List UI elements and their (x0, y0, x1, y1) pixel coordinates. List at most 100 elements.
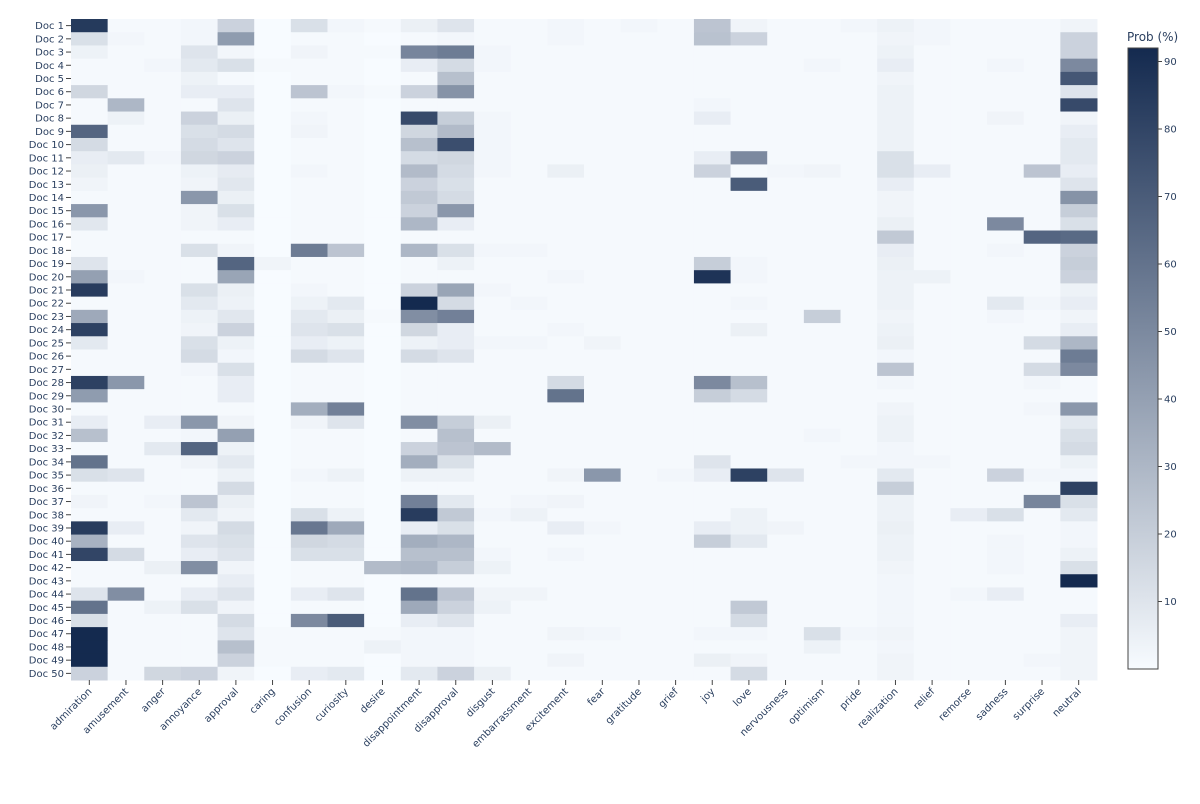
heatmap-cell: Doc 2 / optimism: 1 (803, 32, 841, 46)
heatmap-cell: Doc 16 / gratitude: 1 (620, 217, 658, 232)
heatmap-cell: Doc 8 / remorse: 1 (950, 111, 988, 126)
heatmap-cell: Doc 36 / amusement: 1 (107, 481, 145, 496)
heatmap-cell: Doc 39 / admiration: 84 (71, 521, 109, 536)
heatmap-cell: Doc 7 / gratitude: 1 (620, 98, 658, 113)
heatmap-cell: Doc 35 / gratitude: 1 (620, 468, 658, 483)
heatmap-cell: Doc 10 / grief: 1 (657, 137, 695, 152)
heatmap-cell: Doc 14 / admiration: 1 (71, 190, 109, 205)
heatmap-cell: Doc 39 / amusement: 6 (107, 521, 145, 536)
heatmap-cell: Doc 47 / embarrassment: 1 (510, 627, 548, 641)
heatmap-cell: Doc 31 / anger: 6 (144, 415, 182, 430)
heatmap-cell: Doc 38 / nervousness: 1 (767, 508, 805, 522)
heatmap-cell: Doc 24 / gratitude: 1 (620, 323, 658, 337)
heatmap-cell: Doc 9 / love: 1 (730, 124, 768, 139)
heatmap-cell: Doc 32 / annoyance: 2 (180, 428, 219, 443)
heatmap-cell: Doc 34 / caring: 0 (254, 455, 292, 469)
heatmap-cell: Doc 32 / joy: 1 (693, 428, 732, 443)
heatmap-cell: Doc 39 / pride: 1 (840, 521, 878, 536)
heatmap-cell: Doc 36 / admiration: 1 (71, 481, 109, 496)
heatmap-cell: Doc 30 / anger: 1 (144, 402, 182, 417)
heatmap-cell: Doc 25 / relief: 1 (913, 336, 951, 350)
heatmap-cell: Doc 44 / annoyance: 6 (180, 587, 219, 602)
heatmap-cell: Doc 2 / caring: 0 (254, 32, 292, 46)
heatmap-cell: Doc 27 / excitement: 1 (547, 362, 585, 377)
heatmap-cell: Doc 39 / approval: 14 (217, 521, 255, 536)
heatmap-cell: Doc 35 / grief: 2 (657, 468, 695, 483)
heatmap-cell: Doc 11 / disappointment: 14 (400, 151, 438, 165)
heatmap-cell: Doc 47 / sadness: 1 (987, 627, 1025, 641)
heatmap-cell: Doc 34 / pride: 2 (840, 455, 878, 469)
heatmap-cell: Doc 34 / nervousness: 1 (767, 455, 805, 469)
heatmap-cell: Doc 28 / fear: 1 (584, 375, 622, 390)
heatmap-cell: Doc 25 / remorse: 1 (950, 336, 988, 350)
heatmap-cell: Doc 2 / neutral: 18 (1060, 32, 1098, 46)
x-tick-label: joy (698, 686, 717, 705)
heatmap-cell: Doc 2 / surprise: 1 (1023, 32, 1061, 46)
x-tick-label: neutral (1051, 686, 1084, 719)
heatmap-cell: Doc 18 / amusement: 1 (107, 243, 145, 258)
heatmap-cell: Doc 20 / optimism: 1 (803, 270, 841, 284)
heatmap-cell: Doc 3 / approval: 2 (217, 45, 255, 60)
heatmap-cell: Doc 45 / annoyance: 12 (180, 600, 219, 615)
heatmap-cell: Doc 1 / surprise: 1 (1023, 19, 1061, 33)
heatmap-cell: Doc 33 / admiration: 1 (71, 442, 109, 456)
heatmap-cell: Doc 44 / embarrassment: 3 (510, 587, 548, 602)
heatmap-cell: Doc 28 / caring: 0 (254, 375, 292, 390)
heatmap-cell: Doc 38 / curiosity: 4 (327, 508, 365, 522)
y-tick-label: Doc 14 (29, 193, 64, 204)
heatmap-cell: Doc 32 / gratitude: 1 (620, 428, 658, 443)
heatmap-cell: Doc 19 / embarrassment: 1 (510, 256, 548, 271)
heatmap-cell: Doc 45 / realization: 2 (877, 600, 915, 615)
heatmap-cell: Doc 11 / sadness: 1 (987, 151, 1025, 165)
heatmap-cell: Doc 33 / realization: 2 (877, 442, 915, 456)
heatmap-cell: Doc 48 / excitement: 1 (547, 640, 585, 655)
heatmap-cell: Doc 29 / surprise: 1 (1023, 389, 1061, 403)
heatmap-cell: Doc 21 / disapproval: 38 (437, 283, 475, 298)
heatmap-cell: Doc 9 / pride: 1 (840, 124, 878, 139)
heatmap-cell: Doc 33 / embarrassment: 1 (510, 442, 548, 456)
heatmap-cell: Doc 17 / pride: 1 (840, 230, 878, 245)
heatmap-cell: Doc 7 / embarrassment: 1 (510, 98, 548, 113)
heatmap-cell: Doc 46 / pride: 1 (840, 613, 878, 628)
heatmap-cell: Doc 39 / caring: 0 (254, 521, 292, 536)
heatmap-cell: Doc 27 / pride: 1 (840, 362, 878, 377)
heatmap-cell: Doc 20 / grief: 1 (657, 270, 695, 284)
heatmap-cell: Doc 18 / disgust: 2 (474, 243, 512, 258)
heatmap-cell: Doc 20 / anger: 1 (144, 270, 182, 284)
heatmap-cell: Doc 24 / excitement: 2 (547, 323, 585, 337)
heatmap-cell: Doc 50 / optimism: 1 (803, 666, 841, 681)
heatmap-cell: Doc 10 / approval: 10 (217, 137, 255, 152)
y-tick-label: Doc 43 (29, 576, 64, 587)
heatmap-cell: Doc 14 / neutral: 46 (1060, 190, 1098, 205)
heatmap-cell: Doc 10 / confusion: 1 (290, 137, 328, 152)
heatmap-cell: Doc 23 / optimism: 20 (803, 309, 841, 324)
heatmap-cell: Doc 6 / excitement: 1 (547, 85, 585, 99)
heatmap-cell: Doc 29 / optimism: 1 (803, 389, 841, 403)
heatmap-cell: Doc 22 / pride: 1 (840, 296, 878, 311)
heatmap-cell: Doc 26 / fear: 1 (584, 349, 622, 364)
heatmap-cell: Doc 23 / fear: 1 (584, 309, 622, 324)
heatmap-cell: Doc 43 / approval: 6 (217, 574, 255, 588)
heatmap-cell: Doc 10 / curiosity: 1 (327, 137, 365, 152)
heatmap-cell: Doc 1 / neutral: 3 (1060, 19, 1098, 33)
heatmap-cell: Doc 3 / disapproval: 56 (437, 45, 475, 60)
heatmap-cell: Doc 46 / joy: 1 (693, 613, 732, 628)
heatmap-cell: Doc 27 / remorse: 1 (950, 362, 988, 377)
heatmap-cell: Doc 39 / disappointment: 6 (400, 521, 438, 536)
heatmap-cell: Doc 5 / nervousness: 1 (767, 71, 805, 86)
heatmap-cell: Doc 32 / desire: 0 (364, 428, 402, 443)
heatmap-cell: Doc 38 / desire: 0 (364, 508, 402, 522)
heatmap-cell: Doc 12 / disgust: 2 (474, 164, 512, 179)
heatmap-cell: Doc 6 / disappointment: 18 (400, 85, 438, 99)
heatmap-cell: Doc 5 / neutral: 72 (1060, 71, 1098, 86)
y-tick-label: Doc 21 (29, 286, 64, 297)
heatmap-cell: Doc 7 / confusion: 1 (290, 98, 328, 113)
heatmap-cell: Doc 14 / disgust: 1 (474, 190, 512, 205)
heatmap-cell: Doc 16 / relief: 1 (913, 217, 951, 232)
heatmap-cell: Doc 15 / disapproval: 44 (437, 204, 475, 218)
heatmap-cell: Doc 4 / disappointment: 6 (400, 58, 438, 73)
heatmap-cell: Doc 21 / fear: 1 (584, 283, 622, 298)
heatmap-cell: Doc 1 / anger: 1 (144, 19, 182, 33)
heatmap-cell: Doc 19 / relief: 1 (913, 256, 951, 271)
